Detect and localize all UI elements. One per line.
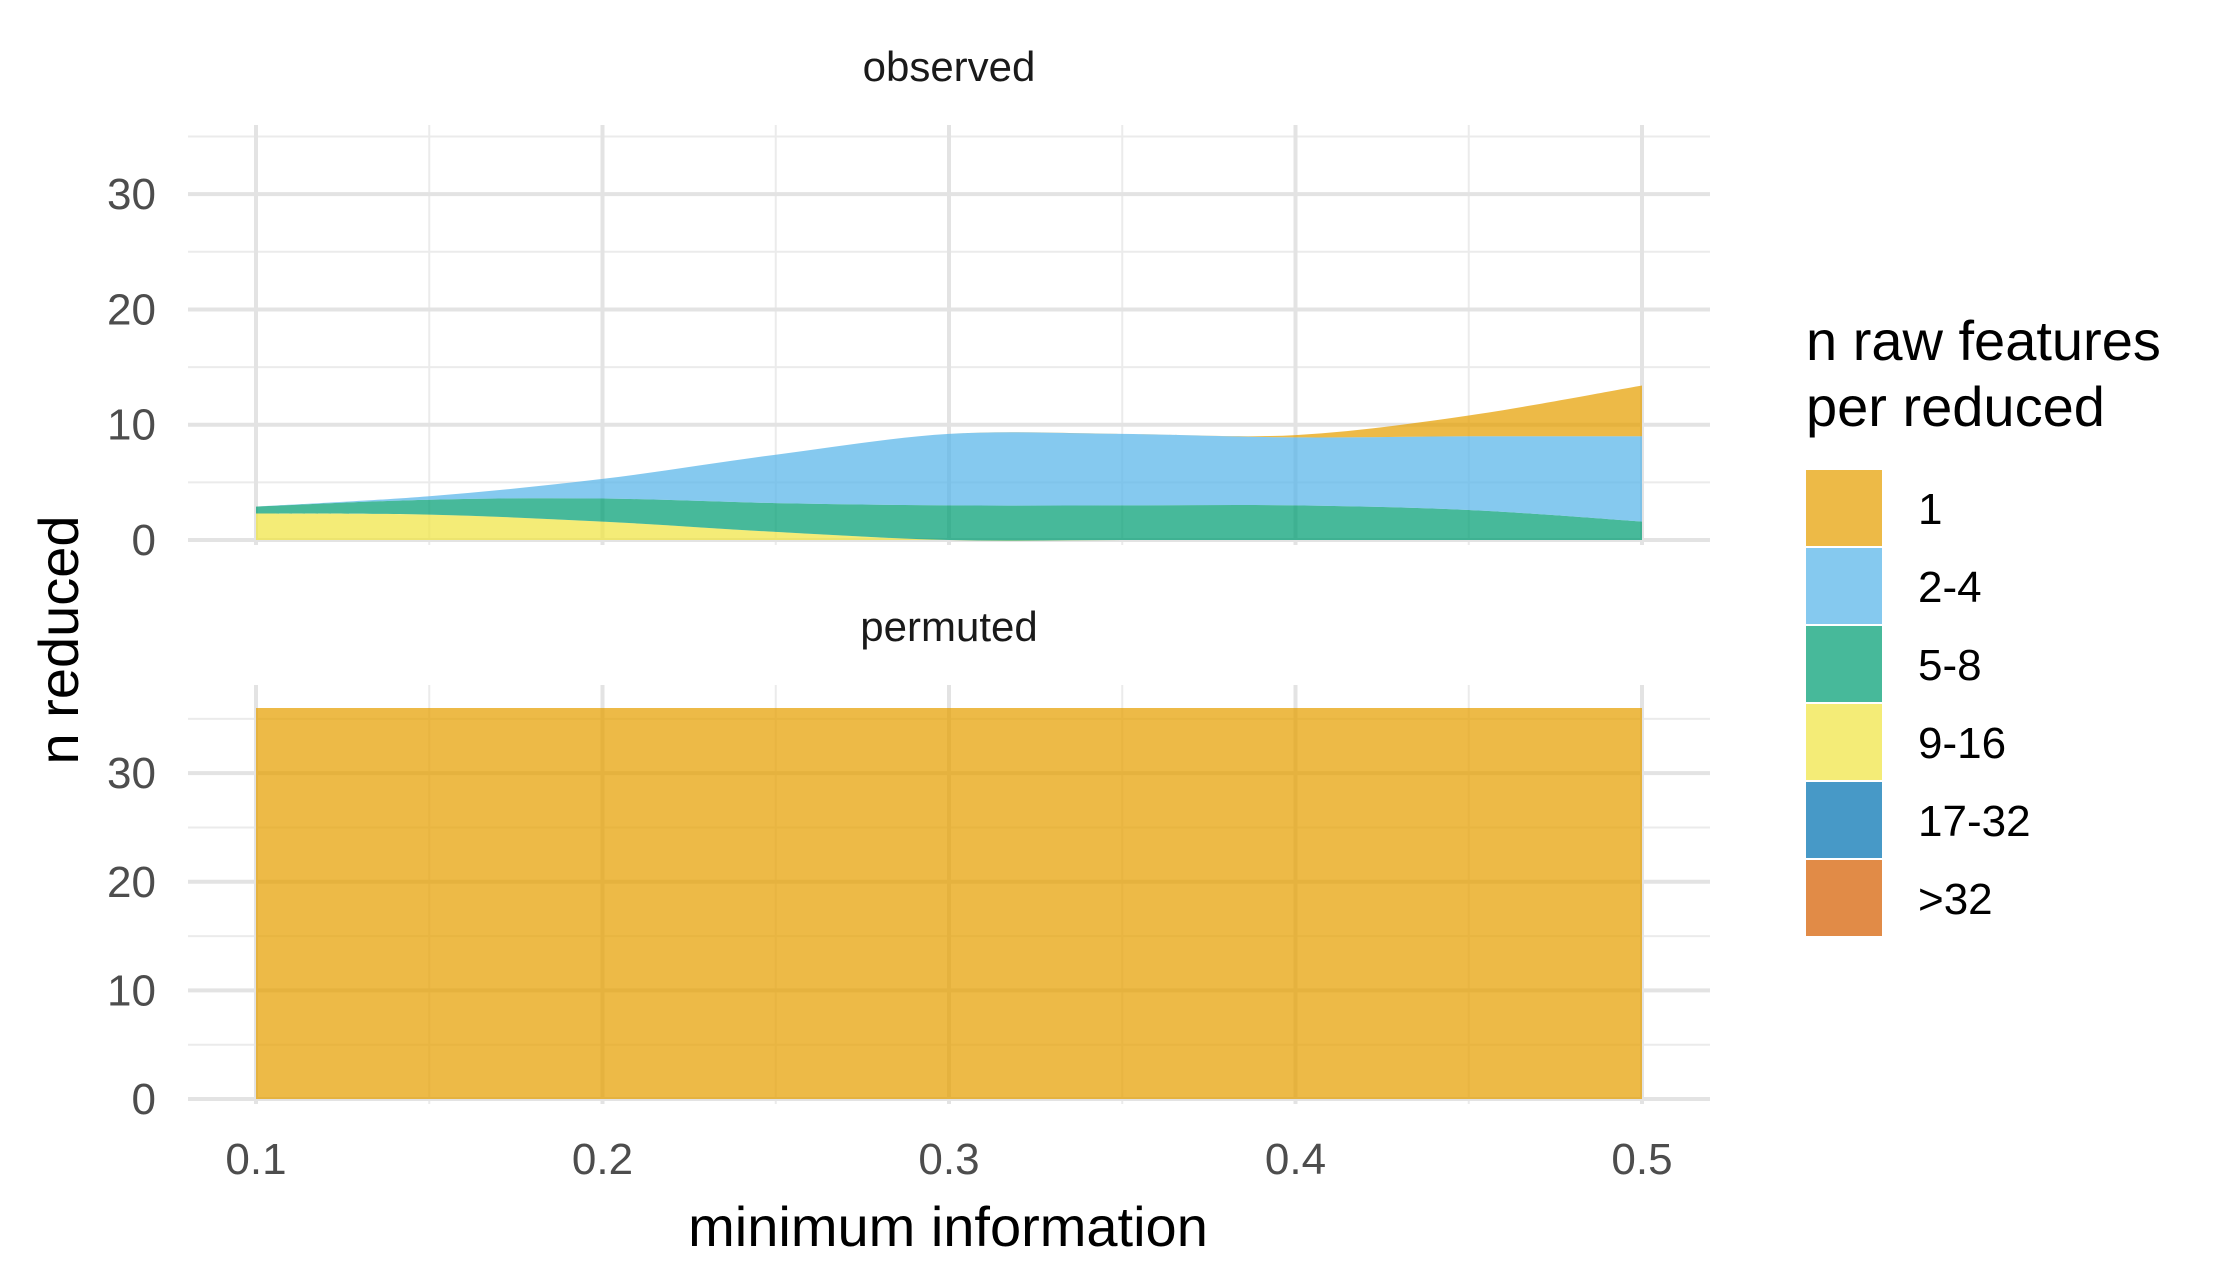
- legend-title: n raw features: [1806, 309, 2161, 372]
- x-axis-title: minimum information: [688, 1195, 1208, 1258]
- legend-item: 1: [1806, 470, 1942, 546]
- legend-item: >32: [1806, 860, 1993, 936]
- legend-item: 17-32: [1806, 782, 2031, 858]
- area-series-2-4: [256, 432, 1642, 522]
- area-layers: [256, 385, 1642, 541]
- legend-swatch: [1806, 470, 1882, 546]
- legend-swatch: [1806, 548, 1882, 624]
- chart-panels: observed 0 10 20 30 permuted 0 10 20 30 0.1 0.2 0.3 0…: [107, 43, 1710, 1184]
- y-tick-label: 10: [107, 401, 156, 450]
- panel-title: observed: [863, 43, 1036, 90]
- legend-label: 9-16: [1918, 719, 2006, 768]
- panel-title: permuted: [860, 603, 1037, 650]
- y-tick-label: 30: [107, 749, 156, 798]
- y-tick-label: 20: [107, 858, 156, 907]
- x-tick-label: 0.3: [918, 1135, 979, 1184]
- x-tick-label: 0.2: [572, 1135, 633, 1184]
- legend-item: 9-16: [1806, 704, 2006, 780]
- y-tick-label: 0: [132, 516, 156, 565]
- legend-label: 17-32: [1918, 797, 2031, 846]
- legend-label: >32: [1918, 875, 1993, 924]
- legend-label: 5-8: [1918, 641, 1982, 690]
- legend-label: 1: [1918, 485, 1942, 534]
- y-tick-label: 30: [107, 170, 156, 219]
- y-tick-label: 20: [107, 285, 156, 334]
- y-tick-label: 0: [132, 1075, 156, 1124]
- y-axis-title: n reduced: [27, 515, 90, 764]
- area-series-5-8: [256, 498, 1642, 541]
- area-series-9-16: [256, 513, 1642, 541]
- x-tick-label: 0.5: [1611, 1135, 1672, 1184]
- legend-swatch: [1806, 626, 1882, 702]
- x-tick-label: 0.1: [225, 1135, 286, 1184]
- legend-label: 2-4: [1918, 563, 1982, 612]
- legend-swatch: [1806, 782, 1882, 858]
- legend-swatch: [1806, 860, 1882, 936]
- x-tick-label: 0.4: [1265, 1135, 1326, 1184]
- area-layers: [256, 708, 1642, 1099]
- area-series-1: [256, 708, 1642, 1099]
- panel-observed: observed 0 10 20 30: [107, 43, 1710, 565]
- legend-title: per reduced: [1806, 375, 2105, 438]
- panel-permuted: permuted 0 10 20 30: [107, 603, 1710, 1124]
- legend-item: 2-4: [1806, 548, 1982, 624]
- legend-item: 5-8: [1806, 626, 1982, 702]
- legend-swatch: [1806, 704, 1882, 780]
- y-tick-label: 10: [107, 966, 156, 1015]
